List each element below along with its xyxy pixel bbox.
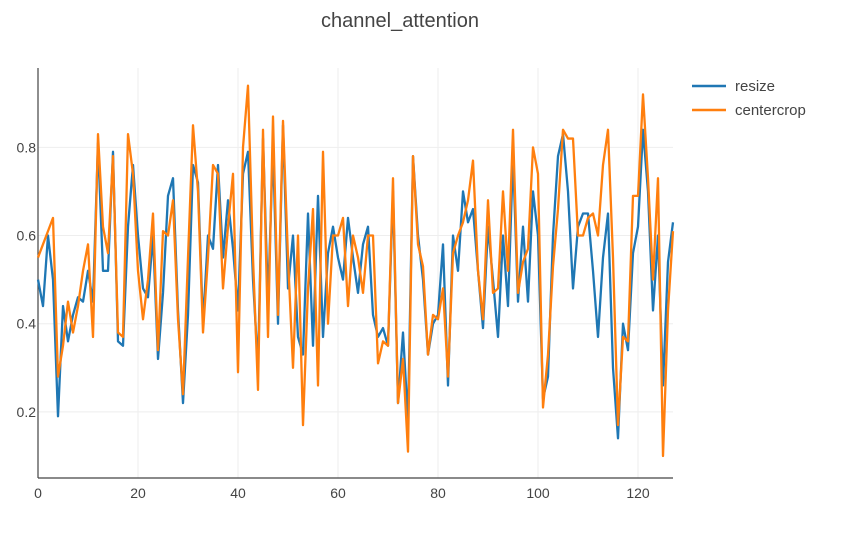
- tick-labels: 0 20 40 60 80 100 120 0.2 0.4 0.6 0.8: [17, 139, 650, 501]
- x-tick-label: 100: [526, 485, 550, 501]
- series-line-centercrop: [36, 84, 675, 458]
- series: [36, 84, 675, 458]
- x-tick-label: 80: [430, 485, 446, 501]
- y-tick-label: 0.6: [17, 228, 37, 244]
- x-tick-label: 20: [130, 485, 146, 501]
- legend-item-resize[interactable]: resize: [692, 78, 775, 95]
- y-tick-label: 0.8: [17, 139, 37, 155]
- y-tick-label: 0.4: [17, 316, 37, 332]
- legend-item-centercrop[interactable]: centercrop: [692, 102, 806, 119]
- y-tick-label: 0.2: [17, 404, 37, 420]
- x-tick-label: 0: [34, 485, 42, 501]
- chart-title: channel_attention: [321, 10, 479, 32]
- legend[interactable]: resize centercrop: [692, 78, 806, 119]
- x-tick-label: 120: [626, 485, 650, 501]
- x-tick-label: 60: [330, 485, 346, 501]
- legend-label: centercrop: [735, 102, 806, 119]
- series-line-resize: [36, 124, 675, 440]
- x-tick-label: 40: [230, 485, 246, 501]
- legend-label: resize: [735, 78, 775, 95]
